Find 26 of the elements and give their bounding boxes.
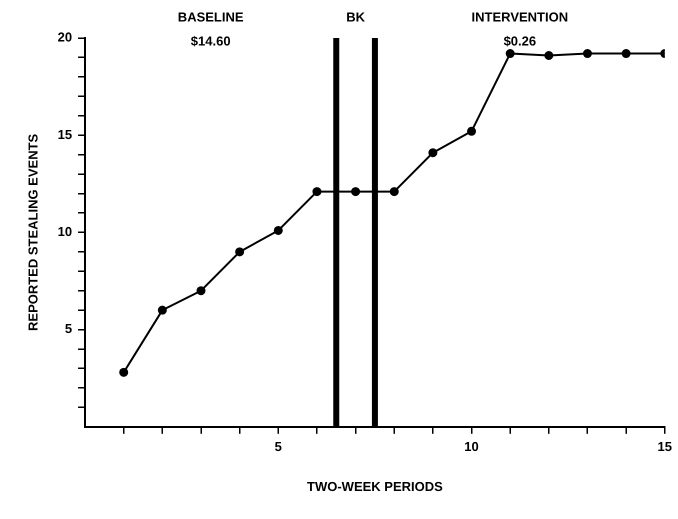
point [119,368,128,377]
point [622,49,631,58]
point [274,226,283,235]
point [351,187,360,196]
x-tick-label: 5 [274,439,282,454]
x-axis-title: TWO-WEEK PERIODS [307,478,444,494]
point [506,49,515,58]
point [196,286,206,296]
y-tick-label: 15 [58,126,72,142]
y-axis-title: REPORTED STEALING EVENTS [25,133,40,331]
point [390,187,399,196]
point [582,49,592,58]
point [235,247,244,256]
annotation: INTERVENTION $0.26 [472,10,568,49]
text: BK [346,10,366,25]
x-tick-label: 10 [464,439,479,454]
y-tick-label: 10 [58,224,72,239]
point [544,50,554,60]
point [158,306,167,315]
x-tick-label: 15 [658,439,672,454]
y-tick-label: 20 [58,30,72,45]
point [428,148,438,158]
y-tick-label: 5 [64,321,72,336]
annotation: BASELINE $14.60 [178,10,244,49]
point [467,126,476,136]
point [312,187,322,196]
